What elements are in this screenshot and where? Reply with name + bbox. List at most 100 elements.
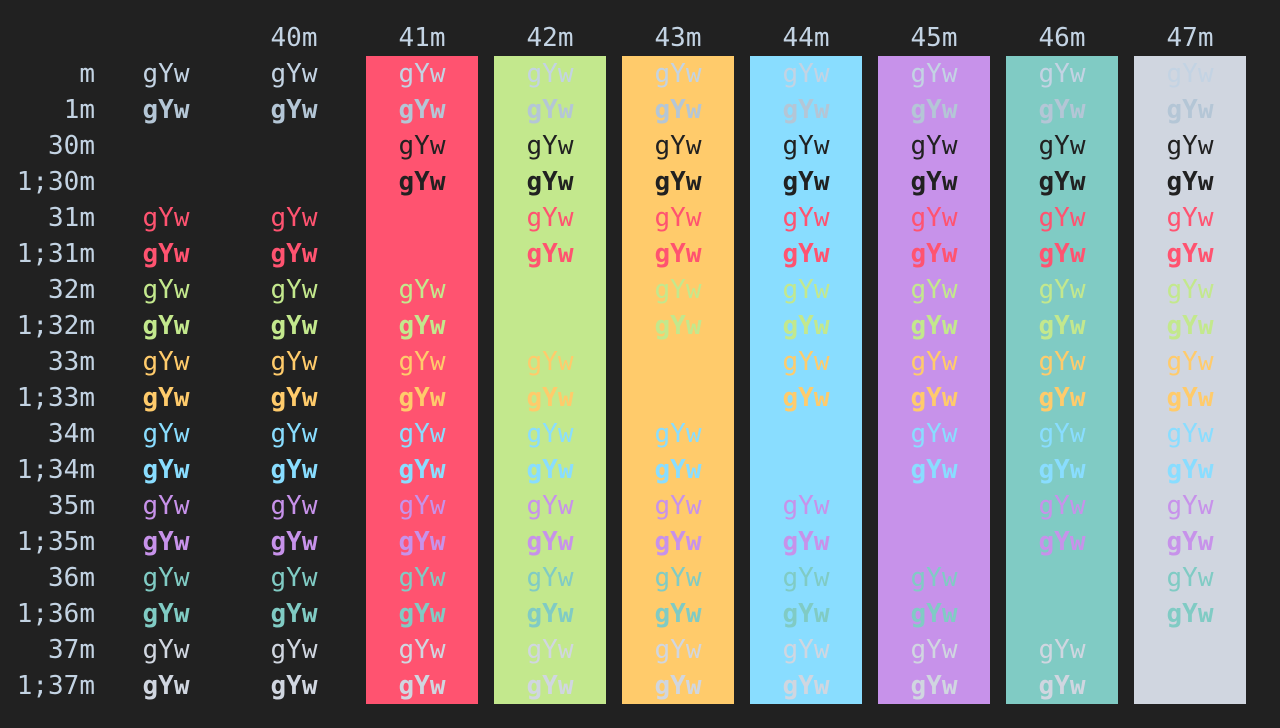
sample-cell: gYw [270, 59, 318, 89]
sample-cell: gYw [910, 239, 958, 269]
sample-cell: gYw [782, 491, 830, 521]
column-header: 42m [526, 23, 574, 53]
sample-cell: gYw [526, 635, 574, 665]
sample-cell: gYw [1038, 491, 1086, 521]
sample-cell: gYw [142, 383, 190, 413]
sample-cell: gYw [910, 671, 958, 701]
sample-cell: gYw [270, 671, 318, 701]
sample-cell: gYw [782, 95, 830, 125]
sample-cell: gYw [526, 131, 574, 161]
row-label: 1;30m [16, 167, 95, 197]
sample-cell: gYw [398, 635, 446, 665]
sample-cell: gYw [910, 275, 958, 305]
row-label: 35m [48, 491, 95, 521]
sample-cell: gYw [398, 347, 446, 377]
row-label: 1;32m [16, 311, 95, 341]
row-label: 1;35m [16, 527, 95, 557]
sample-cell: gYw [654, 455, 702, 485]
sample-cell: gYw [654, 131, 702, 161]
sample-cell: gYw [1166, 131, 1214, 161]
sample-cell: gYw [1166, 95, 1214, 125]
sample-cell: gYw [1166, 419, 1214, 449]
sample-cell: gYw [654, 203, 702, 233]
sample-cell: gYw [398, 131, 446, 161]
sample-cell: gYw [910, 419, 958, 449]
sample-cell: gYw [654, 95, 702, 125]
row-label: 34m [48, 419, 95, 449]
sample-cell: gYw [910, 311, 958, 341]
sample-cell: gYw [782, 203, 830, 233]
sample-cell: gYw [398, 167, 446, 197]
row-label: 1;37m [16, 671, 95, 701]
sample-cell: gYw [654, 311, 702, 341]
sample-cell: gYw [238, 164, 350, 200]
sample-cell: gYw [142, 527, 190, 557]
sample-cell: gYw [910, 167, 958, 197]
row-label: 1;31m [16, 239, 95, 269]
sample-cell: gYw [782, 635, 830, 665]
sample-cell: gYw [270, 635, 318, 665]
sample-cell: gYw [1038, 59, 1086, 89]
row-label: 30m [48, 131, 95, 161]
sample-cell: gYw [398, 383, 446, 413]
sample-cell: gYw [398, 59, 446, 89]
sample-cell: gYw [142, 599, 190, 629]
sample-cell: gYw [1038, 419, 1086, 449]
sample-cell: gYw [1038, 671, 1086, 701]
sample-cell: gYw [1038, 275, 1086, 305]
sample-cell: gYw [910, 383, 958, 413]
sample-cell: gYw [142, 239, 190, 269]
sample-cell: gYw [526, 671, 574, 701]
sample-cell: gYw [270, 599, 318, 629]
sample-cell: gYw [782, 275, 830, 305]
sample-cell: gYw [398, 455, 446, 485]
sample-cell: gYw [142, 95, 190, 125]
sample-cell: gYw [526, 95, 574, 125]
sample-cell: gYw [1166, 599, 1214, 629]
sample-cell: gYw [1166, 347, 1214, 377]
row-label: 33m [48, 347, 95, 377]
sample-cell: gYw [526, 59, 574, 89]
sample-cell: gYw [1134, 632, 1246, 668]
sample-cell: gYw [654, 599, 702, 629]
sample-cell: gYw [142, 275, 190, 305]
sample-cell: gYw [782, 239, 830, 269]
sample-cell: gYw [1166, 563, 1214, 593]
column-header: 44m [782, 23, 830, 53]
sample-cell: gYw [782, 131, 830, 161]
sample-cell: gYw [782, 311, 830, 341]
sample-cell: gYw [1038, 347, 1086, 377]
sample-cell: gYw [878, 488, 990, 524]
sample-cell: gYw [526, 455, 574, 485]
sample-cell: gYw [270, 203, 318, 233]
sample-cell: gYw [1038, 131, 1086, 161]
sample-cell: gYw [270, 563, 318, 593]
sample-cell: gYw [142, 203, 190, 233]
sample-cell: gYw [878, 524, 990, 560]
sample-cell: gYw [270, 383, 318, 413]
row-label: m [79, 59, 95, 89]
sample-cell: gYw [782, 347, 830, 377]
sample-cell: gYw [654, 635, 702, 665]
sample-cell: gYw [142, 455, 190, 485]
sample-cell: gYw [910, 455, 958, 485]
sample-cell: gYw [910, 203, 958, 233]
sample-cell: gYw [398, 563, 446, 593]
sample-cell: gYw [270, 491, 318, 521]
sample-cell: gYw [270, 95, 318, 125]
sample-cell: gYw [654, 491, 702, 521]
sample-cell: gYw [1166, 167, 1214, 197]
row-label: 32m [48, 275, 95, 305]
sample-cell: gYw [1006, 560, 1118, 596]
sample-cell: gYw [1038, 527, 1086, 557]
sample-cell: gYw [270, 527, 318, 557]
sample-cell: gYw [910, 131, 958, 161]
sample-cell: gYw [1006, 596, 1118, 632]
column-header: 47m [1166, 23, 1214, 53]
sample-cell: gYw [526, 239, 574, 269]
row-label: 31m [48, 203, 95, 233]
column-header: 43m [654, 23, 702, 53]
column-header: 46m [1038, 23, 1086, 53]
sample-cell: gYw [398, 527, 446, 557]
sample-cell: gYw [750, 416, 862, 452]
